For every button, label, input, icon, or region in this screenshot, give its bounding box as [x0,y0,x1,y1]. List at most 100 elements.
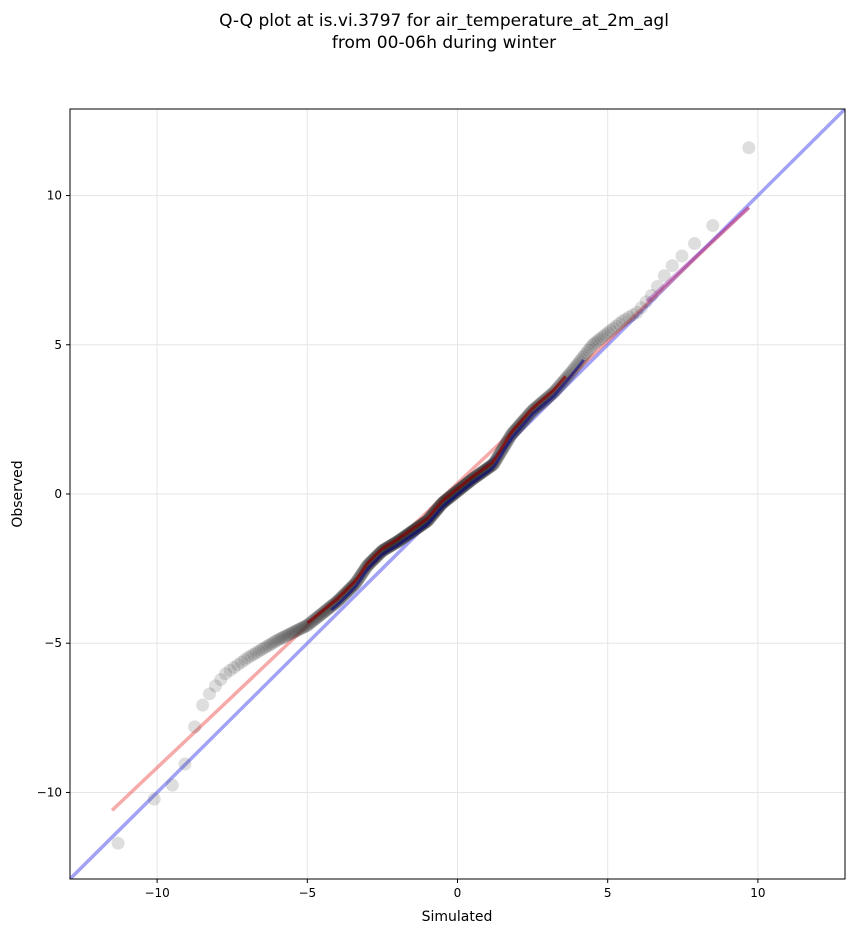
qq-point [252,644,266,658]
qq-point [578,348,592,362]
plot-area [70,109,845,879]
x-tick-label: −5 [298,886,316,900]
qq-point [424,510,438,524]
overlap-segment [645,206,751,303]
qq-point [421,513,435,527]
qq-point [422,512,436,526]
qq-point [280,628,294,642]
qq-point [339,586,353,600]
qq-point [622,310,636,324]
qq-point [261,639,275,653]
qq-point [290,624,304,638]
qq-point [333,592,347,606]
qq-point [297,620,311,634]
qq-point [202,687,216,701]
qq-point [270,634,284,648]
qq-point [548,384,562,398]
qq-point [272,633,286,647]
qq-point [338,587,352,601]
qq-point [688,237,702,251]
qq-point [244,649,258,663]
qq-point [329,595,343,609]
qq-point [545,387,559,401]
x-axis-label: Simulated [422,909,493,925]
qq-point [576,350,590,364]
x-tick-label: −10 [144,886,169,900]
qq-point [587,337,601,351]
qq-point [634,301,648,315]
qq-point [188,720,202,734]
qq-point [223,663,237,677]
y-tick-label: −5 [44,636,62,650]
qq-point [268,635,282,649]
grid-lines [70,109,845,879]
qq-point [609,319,623,333]
qq-point [208,679,222,693]
qq-point [165,778,179,792]
qq-point [650,280,664,294]
qq-point [369,550,383,564]
qq-point [111,836,125,850]
qq-point [581,343,595,357]
qq-point [419,515,433,529]
qq-point [345,580,359,594]
qq-point [337,588,351,602]
qq-point [275,631,289,645]
qq-point [484,459,498,473]
qq-point [569,359,583,373]
qq-point [592,333,606,347]
qq-point [266,636,280,650]
qq-point [604,324,618,338]
qq-point [284,627,298,641]
qq-point [365,554,379,568]
qq-point [178,757,192,771]
x-tick-label: 10 [750,886,765,900]
qq-point [340,585,354,599]
qq-point [340,584,354,598]
qq-point [331,593,345,607]
qq-point [619,312,633,326]
qq-point [742,141,756,155]
qq-point [645,289,658,303]
qq-point [574,352,588,366]
qq-point [296,621,310,635]
qq-point [241,651,255,665]
qq-point [675,249,689,263]
qq-point [231,658,245,672]
qq-point [370,549,384,563]
qq-point [615,314,629,328]
qq-point [293,622,307,636]
qq-point [287,625,301,639]
qq-point [247,647,261,661]
qq-point [546,386,560,400]
qq-point [366,553,380,567]
qq-point [420,514,434,528]
y-tick-label: 10 [47,189,62,203]
qq-point [583,341,597,355]
qq-point [565,365,579,379]
qq-point [294,621,308,635]
qq-point [227,660,241,674]
qq-point [606,321,620,335]
qq-point [367,552,381,566]
qq-point [573,355,587,369]
x-axis-ticks: −10 −5 0 5 10 [144,879,766,900]
qq-point [367,552,381,566]
identity-line-dense-segment [330,358,585,611]
x-tick-label: 5 [604,886,612,900]
qq-point [344,581,358,595]
qq-point [423,511,437,525]
chart-subtitle: from 00-06h during winter [332,33,556,53]
qq-point [234,655,248,669]
qq-point [341,584,355,598]
qq-point [368,551,382,565]
qq-point [585,338,599,352]
y-tick-label: 5 [54,338,62,352]
y-axis-ticks: −10 −5 0 5 10 [37,189,70,799]
x-tick-label: 0 [454,886,462,900]
qq-point [665,259,679,273]
qq-point [238,653,252,667]
qq-point [346,579,360,593]
qq-point [285,626,299,640]
